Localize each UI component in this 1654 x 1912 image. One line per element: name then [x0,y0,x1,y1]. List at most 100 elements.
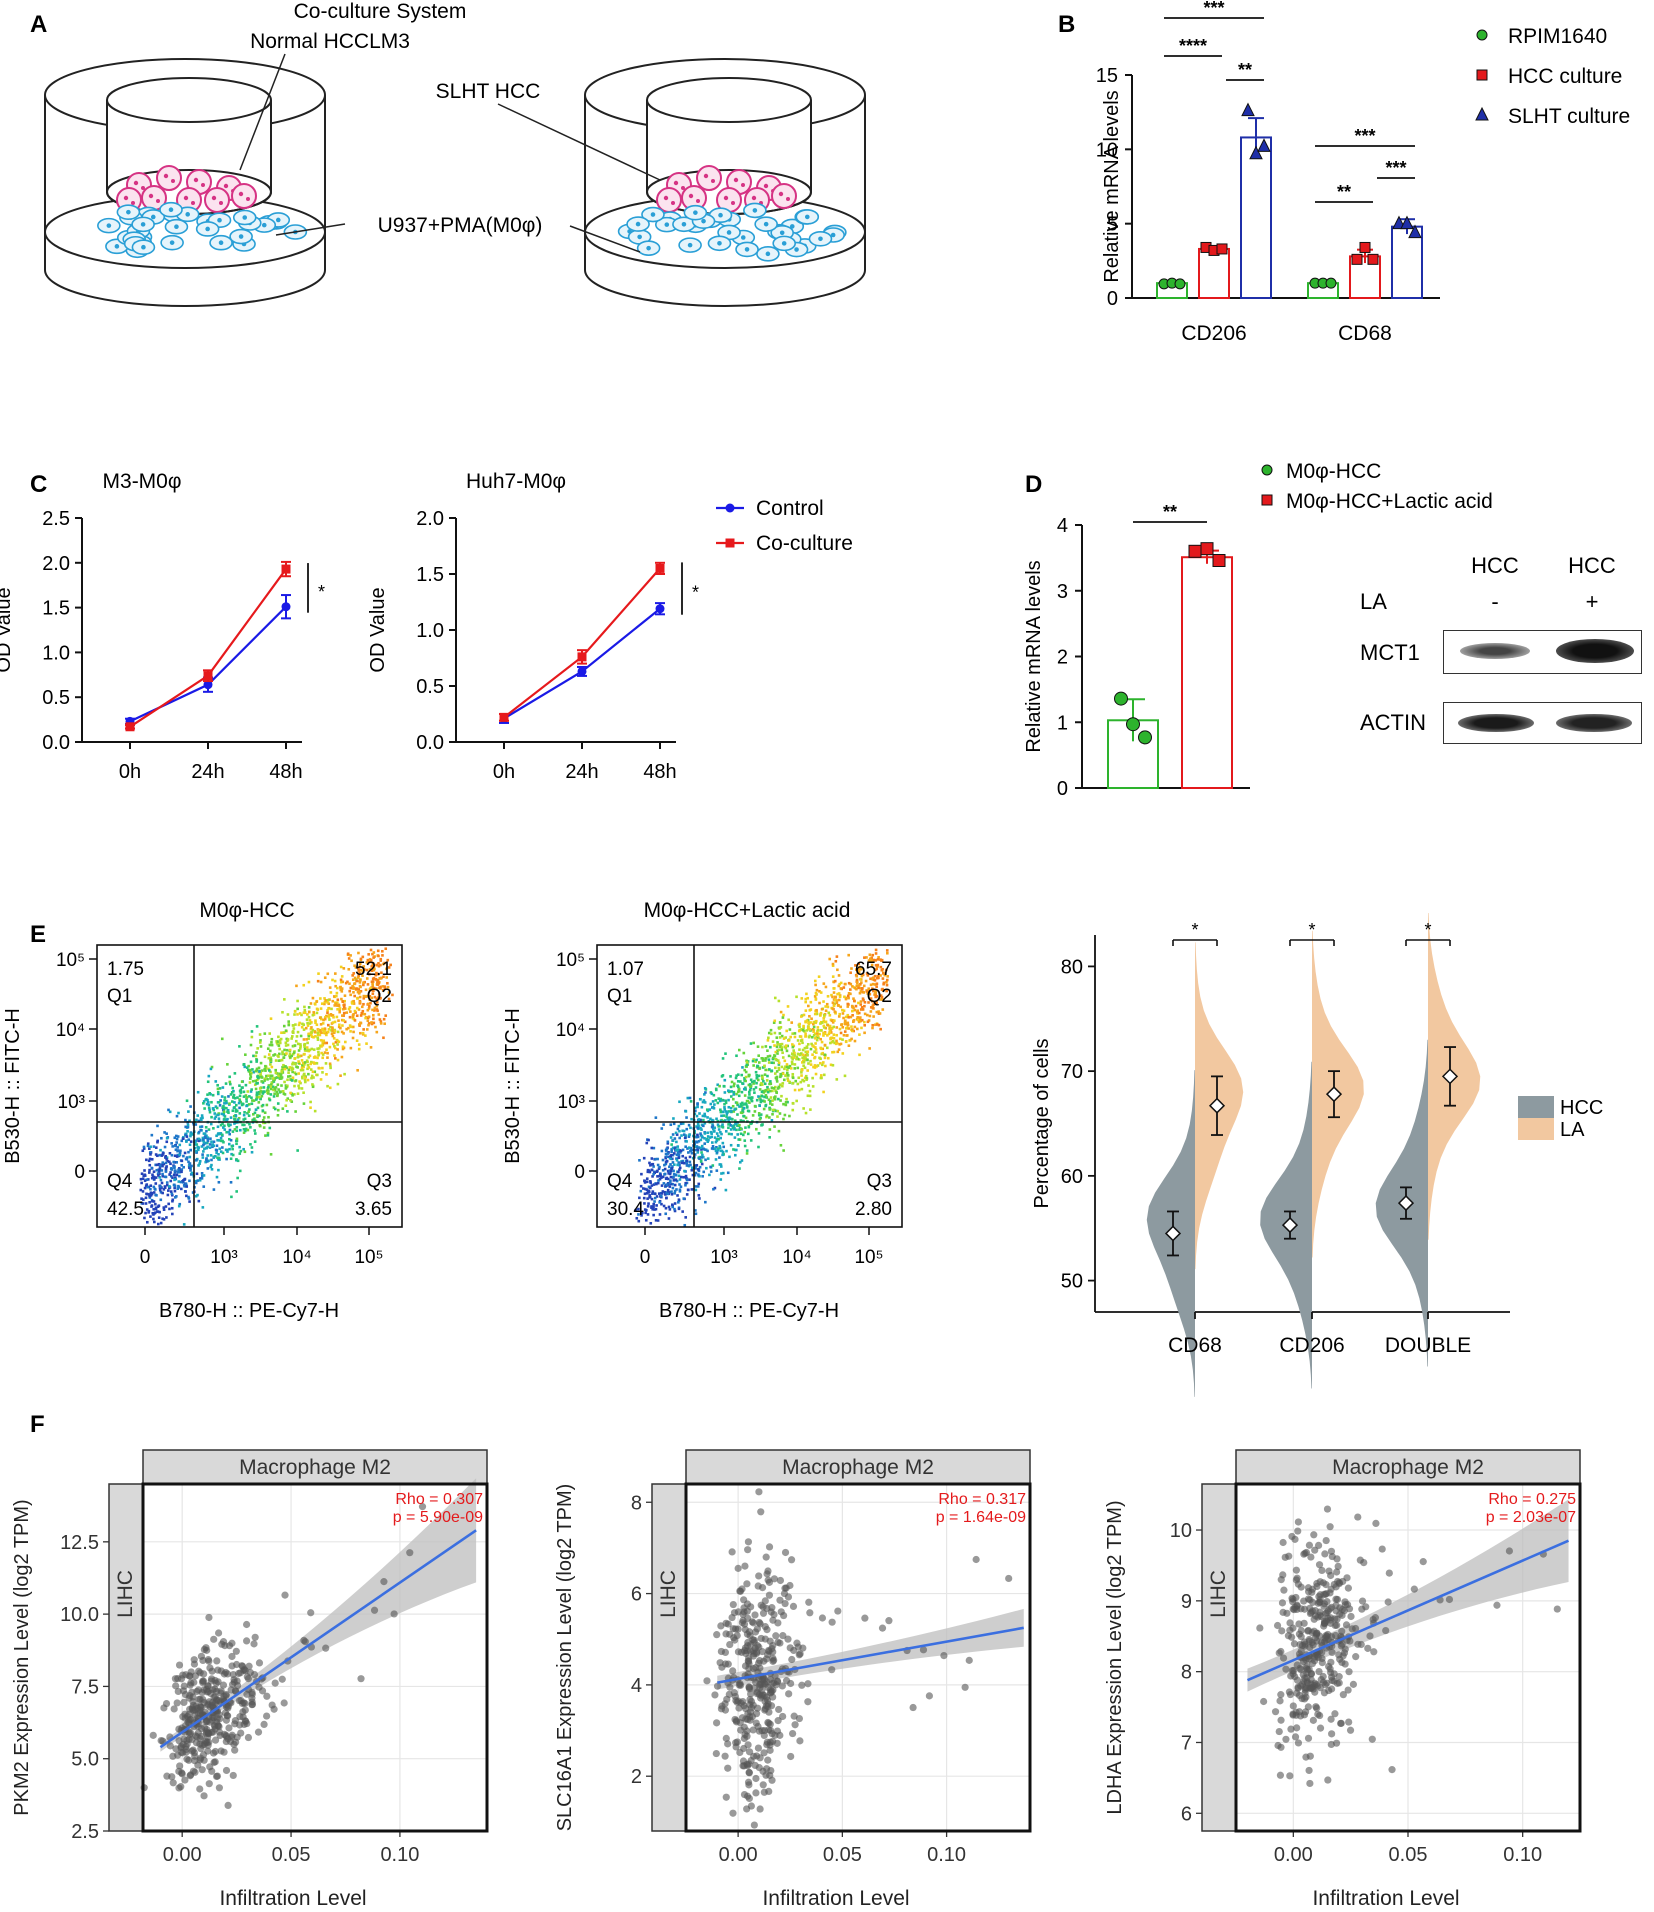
flow-event [882,972,885,975]
flow-event [685,1140,688,1143]
scatter-point [759,1603,767,1611]
flow-event [664,1152,668,1156]
flow-event [212,1126,215,1130]
flow-event [771,1112,774,1116]
flow-event [785,1071,789,1075]
flow-event [772,1056,775,1060]
flow-event [696,1105,699,1109]
flow-event [267,1115,270,1119]
flow-event [178,1151,182,1154]
flow-event [341,1000,345,1003]
flow-event [278,1052,281,1056]
scatter-point [965,1656,973,1664]
scatter-point [743,1732,751,1740]
flow-event [656,1181,660,1185]
panel-letter-f: F [30,1411,45,1438]
flow-event [217,1113,220,1117]
y-tick-label: 50 [1061,1271,1083,1293]
scatter-point [263,1692,271,1700]
flow-event [311,1070,315,1074]
scatter-point [764,1567,772,1575]
scatter-point [1368,1735,1376,1743]
hcc-cell-dot [148,193,154,199]
scatter-point [738,1714,747,1722]
flow-event [182,1184,186,1187]
flow-event [736,1144,740,1147]
flow-event [695,1145,699,1148]
flow-event [760,1056,764,1060]
flow-event [156,1124,159,1128]
scatter-point [1345,1668,1353,1676]
flow-event [826,1034,829,1037]
flow-event [866,1013,869,1017]
flow-event [153,1187,157,1191]
flow-event [149,1145,152,1149]
flow-event [859,990,863,993]
flow-event [834,995,837,999]
flow-event [752,1082,755,1085]
flow-event [296,1007,299,1011]
flow-event [710,1147,714,1150]
flow-event [321,1053,325,1056]
flow-event [176,1170,180,1174]
scatter-point [755,1572,763,1580]
flow-event [785,1049,789,1053]
flow-event [722,1085,726,1088]
flow-event [881,998,884,1001]
x-axis-label: Infiltration Level [219,1887,366,1910]
flow-event [774,1089,777,1092]
flow-event [708,1136,712,1139]
flow-event [175,1141,178,1144]
q3-label: Q3 [867,1171,892,1192]
flow-event [705,1138,708,1142]
flow-event [373,995,377,999]
flow-event [206,1138,210,1141]
scatter-point [176,1762,184,1770]
flow-event [663,1163,666,1167]
flow-event [745,1063,749,1067]
flow-event [175,1173,179,1177]
flow-event [739,1160,742,1164]
flow-event [294,1023,297,1026]
q4-label: Q4 [607,1171,633,1192]
flow-event [670,1150,673,1153]
flow-event [359,985,362,989]
flow-event [702,1155,705,1159]
flow-event [204,1160,207,1164]
scatter-point [211,1747,220,1756]
flow-event [277,1055,280,1058]
flow-event [156,1222,160,1226]
flow-event [253,1140,257,1143]
flow-event [862,984,866,988]
flow-event [771,1089,774,1093]
flow-event [708,1108,712,1111]
flow-event [764,1103,768,1107]
scatter-point [196,1785,204,1793]
flow-event [284,1084,288,1087]
flow-event [678,1190,682,1193]
flow-event [874,988,878,992]
flow-event [838,1012,842,1016]
flow-event [147,1159,151,1163]
flow-event [747,1090,751,1094]
flow-event [768,1136,771,1139]
flow-event [700,1144,704,1148]
flow-event [238,1145,241,1149]
flow-event [791,1102,795,1105]
scatter-point [172,1682,180,1690]
scatter-point [168,1773,176,1781]
flow-event [294,1110,297,1113]
y-tick-label: 6 [631,1584,642,1606]
flow-event [302,1072,306,1076]
scatter-point [199,1695,207,1704]
flow-event [206,1139,210,1143]
flow-event [210,1163,213,1167]
flow-event [267,1085,270,1089]
flow-event [696,1185,700,1188]
flow-event [776,1052,779,1055]
flow-event [732,1084,736,1088]
flow-event [755,1081,758,1085]
flow-event [676,1194,679,1197]
flow-event [187,1138,191,1141]
flow-event [724,1052,727,1055]
